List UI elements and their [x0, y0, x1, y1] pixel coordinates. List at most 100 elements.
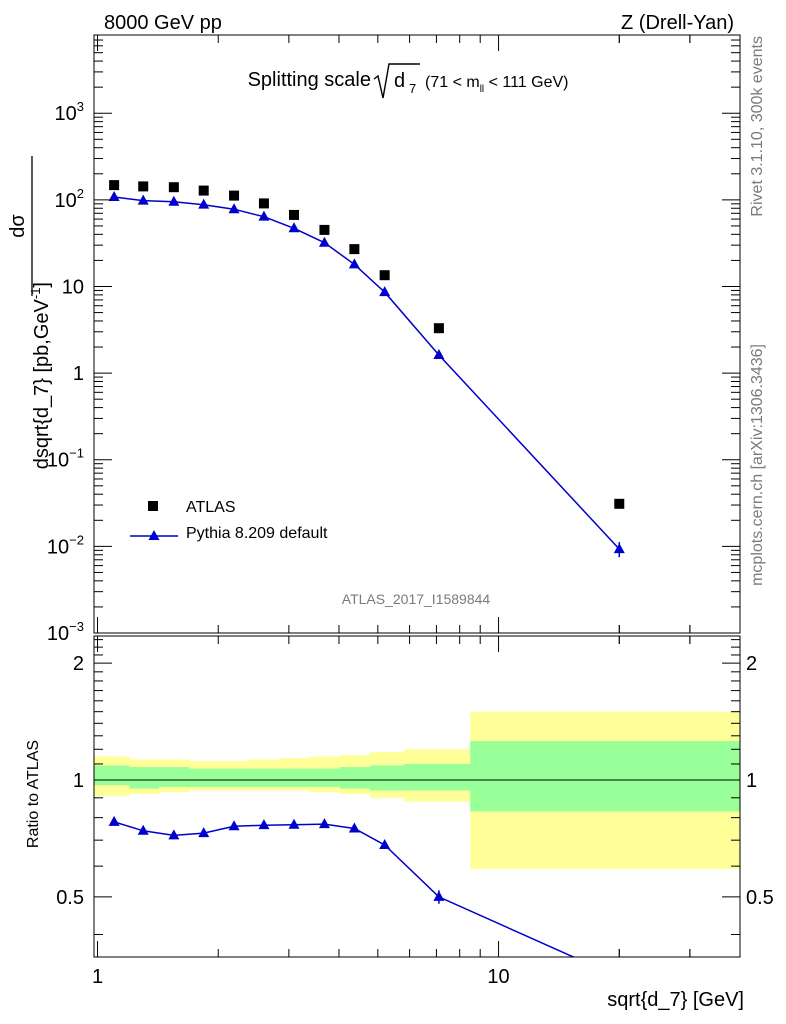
pythia-point [613, 543, 625, 554]
y-label-denominator: dsqrt{d_7} [pb,GeV-1] [28, 282, 53, 469]
ratio-point [614, 971, 625, 981]
band-inner [309, 768, 341, 787]
ratio-point [433, 890, 445, 901]
pythia-point [258, 210, 270, 221]
ratio-point [379, 839, 391, 850]
y-tick-exponent: 3 [77, 99, 84, 114]
pythia-line [114, 196, 620, 550]
band-inner [218, 768, 250, 787]
watermark: ATLAS_2017_I1589844 [342, 591, 491, 607]
ratio-y-tick-label-left: 1 [73, 770, 84, 792]
ratio-y-label: Ratio to ATLAS [25, 740, 42, 848]
band-inner [248, 768, 280, 787]
ratio-point [168, 829, 180, 840]
y-tick-base: 10 [62, 276, 84, 298]
y-tick-exponent: −2 [69, 532, 84, 547]
ratio-point [137, 824, 149, 835]
legend-marker-pythia [148, 530, 160, 540]
ratio-point [318, 818, 330, 829]
y-tick-base: 10 [47, 623, 69, 645]
legend-marker-atlas [148, 501, 158, 511]
pythia-point [228, 203, 240, 214]
band-inner [94, 765, 130, 786]
y-tick-base: 10 [55, 190, 77, 212]
ratio-y-tick-label-left: 0.5 [56, 887, 84, 909]
band-inner [188, 768, 219, 787]
y-tick-exponent: −3 [69, 619, 84, 634]
y-label-den-text: dsqrt{d_7} [pb,GeV [31, 298, 53, 469]
band-inner [129, 767, 160, 789]
chart-title-sqrt-d: d [394, 70, 405, 92]
main-y-tick-label: 10−2 [47, 532, 84, 558]
ratio-ticks [94, 636, 741, 957]
main-y-tick-label: 1 [73, 363, 84, 385]
pythia-point [198, 198, 210, 209]
ratio-y-tick-labels: 0.5 0.5 1 1 2 2 [56, 653, 774, 909]
x-tick-label: 1 [92, 966, 103, 988]
pythia-point [348, 258, 360, 269]
main-y-tick-label: 10−3 [47, 619, 84, 645]
band-inner [403, 763, 471, 791]
atlas-point [349, 244, 360, 255]
ratio-frame [93, 635, 741, 958]
main-y-tick-label: 10−1 [47, 446, 84, 472]
ratio-y-tick-label-right: 2 [746, 653, 757, 675]
pythia-point [379, 286, 391, 297]
y-label-numerator: dσ [7, 214, 29, 238]
y-tick-exponent: −1 [69, 446, 84, 461]
ratio-point [198, 827, 210, 838]
main-y-tick-label: 102 [55, 186, 84, 212]
y-tick-base: 10 [47, 450, 69, 472]
ratio-point [228, 820, 240, 831]
y-tick-base: 1 [73, 363, 84, 385]
atlas-point [319, 224, 330, 235]
band-inner [470, 741, 740, 812]
ratio-point [348, 822, 360, 833]
y-label-den-end: ] [31, 282, 53, 288]
ratio-y-tick-label-right: 1 [746, 770, 757, 792]
side-label-bottom: mcplots.cern.ch [arXiv:1306.3436] [749, 344, 766, 586]
pythia-point [318, 236, 330, 247]
ratio-y-tick-label-right: 0.5 [746, 887, 774, 909]
legend-entry-atlas: ATLAS [186, 499, 236, 516]
pythia-point [108, 190, 120, 201]
legend: ATLAS Pythia 8.209 default [130, 499, 328, 542]
ratio-point [258, 819, 270, 830]
chart-title: Splitting scale d 7 (71 < mll < 111 GeV) [248, 63, 568, 99]
pythia-point [168, 195, 180, 206]
ratio-y-tick-label-left: 2 [73, 653, 84, 675]
x-axis-label: sqrt{d_7} [GeV] [607, 989, 744, 1011]
atlas-point [614, 498, 625, 509]
header-left: 8000 GeV pp [104, 12, 222, 34]
header-right: Z (Drell-Yan) [621, 12, 734, 34]
sqrt-symbol [373, 63, 420, 99]
pythia-point [137, 194, 149, 205]
chart-title-sqrt-sub: 7 [409, 81, 416, 96]
band-inner [369, 765, 405, 791]
atlas-point [138, 181, 149, 192]
main-y-tick-label: 103 [55, 99, 84, 125]
ratio-line [113, 821, 576, 957]
y-tick-base: 10 [55, 103, 77, 125]
band-inner [339, 767, 371, 789]
chart-title-range-post: < 111 GeV) [484, 74, 568, 91]
x-tick-label: 10 [487, 966, 509, 988]
ratio-panel: 0.5 0.5 1 1 2 2 1 10 Ratio to ATLAS sqrt{d_7} … [25, 635, 774, 1011]
main-ticks [94, 34, 741, 634]
chart-title-range-sub: ll [480, 84, 484, 95]
main-plot-area [108, 180, 625, 558]
ratio-plot-area [94, 711, 740, 981]
atlas-point [379, 270, 390, 281]
legend-entry-pythia: Pythia 8.209 default [186, 525, 328, 542]
atlas-point [258, 198, 269, 209]
atlas-point [433, 323, 444, 334]
chart-title-main: Splitting scale [248, 69, 371, 91]
chart-title-range: (71 < mll < 111 GeV) [425, 74, 568, 95]
band-inner [279, 768, 311, 787]
main-frame [93, 34, 741, 634]
pythia-point [433, 348, 445, 359]
atlas-point [109, 180, 120, 191]
atlas-point [168, 182, 179, 193]
